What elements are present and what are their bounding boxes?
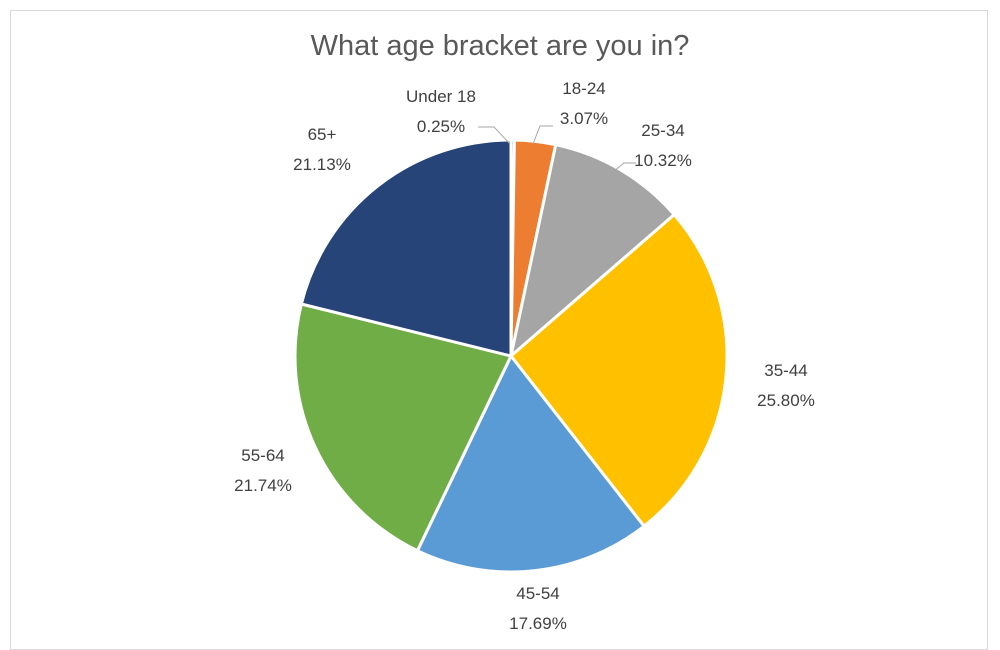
data-label-value: 21.74% xyxy=(234,476,292,495)
pie-slice-55-64 xyxy=(293,302,513,553)
data-label-value: 0.25% xyxy=(417,117,465,136)
data-label-35-44: 35-44 25.80% xyxy=(757,361,815,410)
data-label-category: 18-24 xyxy=(562,79,605,98)
data-label-category: 65+ xyxy=(308,125,337,144)
data-label-value: 17.69% xyxy=(509,614,567,633)
data-label-18-24: 18-24 3.07% xyxy=(560,79,608,128)
pie-slice-25-34 xyxy=(509,143,676,358)
data-label-value: 21.13% xyxy=(293,155,351,174)
chart-title: What age bracket are you in? xyxy=(310,30,690,62)
pie-slice-45-54 xyxy=(415,354,646,574)
data-label-category: 45-54 xyxy=(516,584,559,603)
data-label-55-64: 55-64 21.74% xyxy=(234,446,292,495)
data-label-category: 25-34 xyxy=(641,121,684,140)
data-label-value: 25.80% xyxy=(757,391,815,410)
pie-slice-65 xyxy=(299,138,513,358)
leader-lines xyxy=(478,125,636,173)
data-label-category: 55-64 xyxy=(241,446,284,465)
pie-chart: Under 18 0.25% 18-24 3.07% 25-34 10.32% 35-44 2… xyxy=(234,79,815,633)
data-label-65: 65+ 21.13% xyxy=(293,125,351,174)
data-label-value: 10.32% xyxy=(634,151,692,170)
data-label-25-34: 25-34 10.32% xyxy=(634,121,692,170)
leader-line-25-34 xyxy=(612,162,636,173)
pie-slices xyxy=(293,138,729,574)
data-label-value: 3.07% xyxy=(560,109,608,128)
data-label-category: 35-44 xyxy=(764,361,807,380)
pie-slice-35-44 xyxy=(509,213,729,528)
data-label-category: Under 18 xyxy=(406,87,476,106)
data-labels: Under 18 0.25% 18-24 3.07% 25-34 10.32% 35-44 2… xyxy=(234,79,815,633)
leader-line-18-24 xyxy=(532,125,553,145)
data-label-under-18: Under 18 0.25% xyxy=(406,87,476,136)
data-label-45-54: 45-54 17.69% xyxy=(509,584,567,633)
leader-line-under-18 xyxy=(478,126,511,145)
